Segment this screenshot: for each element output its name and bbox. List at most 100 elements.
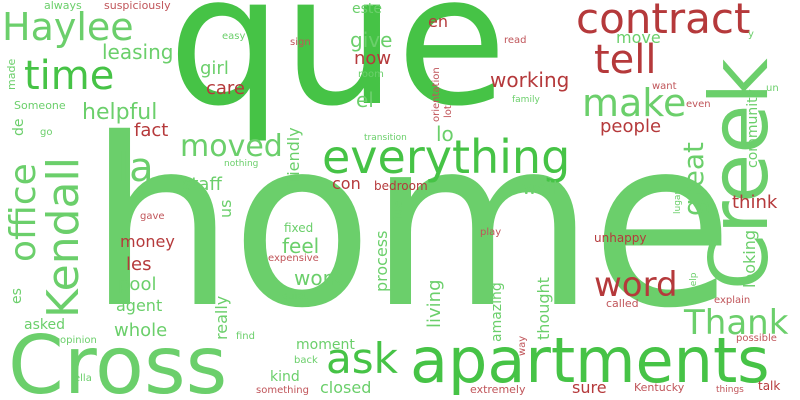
word-feel: feel: [282, 234, 320, 258]
word-always: always: [44, 0, 82, 12]
word-sign: sign: [290, 37, 311, 48]
word-give: give: [350, 28, 393, 52]
word-want: want: [652, 81, 677, 92]
word-apartments: apartments: [410, 324, 770, 397]
word-sure: sure: [572, 378, 607, 397]
word-de: de: [11, 118, 27, 137]
word-transition: transition: [364, 133, 407, 143]
word-lo: lo: [436, 122, 454, 146]
word-closed: closed: [320, 378, 372, 397]
word-kentucky: Kentucky: [634, 381, 685, 394]
word-haylee: Haylee: [2, 5, 134, 49]
word-es: es: [9, 288, 25, 304]
word-community: community: [745, 89, 761, 168]
word-help: help: [689, 272, 699, 292]
word-way: way: [517, 335, 528, 356]
word-word: word: [594, 265, 678, 305]
word-gave: gave: [140, 211, 165, 222]
word-unhappy: unhappy: [594, 231, 647, 245]
word-kind: kind: [270, 369, 300, 385]
word-play: play: [480, 227, 502, 238]
word-leasing: leasing: [102, 40, 174, 64]
word-contract: contract: [576, 0, 751, 43]
word-things: things: [716, 385, 744, 395]
word-lugar: lugar: [673, 190, 683, 214]
word-money: money: [120, 232, 175, 251]
word-living: living: [424, 279, 445, 329]
word-nothing: nothing: [224, 159, 259, 169]
word-moved: moved: [180, 129, 283, 164]
word-helpful: helpful: [82, 100, 158, 125]
word-work: work: [294, 266, 343, 290]
word-made: made: [5, 58, 18, 90]
word-fixed: fixed: [284, 221, 314, 235]
word-thought: thought: [534, 277, 553, 340]
word-working: working: [490, 68, 570, 92]
word-thank: Thank: [684, 303, 789, 343]
word-us: us: [216, 199, 235, 218]
word-amazing: amazing: [489, 282, 505, 342]
word-pool: pool: [118, 274, 157, 295]
word-fact: fact: [134, 120, 169, 141]
word-este: este: [352, 1, 383, 17]
word-kendall: Kendall: [38, 157, 89, 318]
word-opinion: opinion: [60, 335, 97, 346]
word-ask: ask: [326, 334, 398, 383]
word-someone: Someone: [14, 99, 66, 112]
word-expensive: expensive: [268, 253, 319, 264]
word-think: think: [732, 192, 778, 213]
word-family: family: [512, 95, 540, 105]
word-orientation: orientation: [431, 67, 442, 122]
word-care: care: [206, 78, 246, 99]
word-agent: agent: [116, 296, 163, 315]
word-room: room: [358, 69, 384, 80]
word-cross: Cross: [8, 319, 228, 400]
word-time: time: [24, 53, 115, 99]
word-la: la: [118, 145, 154, 191]
word-move: move: [616, 28, 661, 47]
word-explain: explain: [714, 295, 751, 306]
word-find: find: [236, 331, 255, 342]
word-lot: lot: [443, 105, 454, 118]
word-people: people: [600, 116, 662, 137]
word-girl: girl: [200, 58, 229, 79]
word-read: read: [504, 35, 527, 46]
word-y: y: [748, 29, 754, 40]
word-possible: possible: [736, 333, 777, 344]
word-les: les: [126, 254, 152, 275]
word-quiet: quiet: [282, 291, 308, 302]
word-well: well: [522, 178, 558, 199]
word-everything: everything: [322, 130, 571, 184]
word-staff: staff: [182, 174, 222, 195]
word-process: process: [372, 230, 391, 292]
word-even: even: [686, 99, 711, 110]
word-easy: easy: [222, 31, 246, 42]
word-moment: moment: [296, 337, 355, 353]
word-called: called: [606, 297, 639, 310]
word-ella: ella: [74, 373, 92, 384]
word-asked: asked: [24, 317, 65, 333]
word-un: un: [766, 83, 779, 94]
word-friendly: friendly: [284, 127, 303, 188]
word-back: back: [294, 355, 318, 366]
word-en: en: [428, 12, 448, 31]
word-looking: looking: [740, 229, 759, 288]
word-tell: tell: [594, 37, 657, 83]
word-something: something: [256, 385, 309, 396]
word-home: home: [88, 89, 734, 359]
word-suspiciously: suspiciously: [104, 0, 171, 12]
word-que: que: [168, 0, 508, 146]
word-really: really: [212, 295, 231, 340]
word-great: great: [677, 141, 710, 216]
word-now: now: [354, 48, 392, 69]
word-con: con: [332, 174, 361, 193]
word-extremely: extremely: [470, 383, 526, 396]
word-bedroom: bedroom: [374, 179, 428, 193]
word-make: make: [582, 81, 687, 125]
word-go: go: [40, 127, 53, 138]
word-talk: talk: [758, 379, 781, 393]
word-whole: whole: [114, 320, 168, 341]
word-el: el: [356, 88, 374, 112]
word-fue: fue: [391, 200, 405, 220]
